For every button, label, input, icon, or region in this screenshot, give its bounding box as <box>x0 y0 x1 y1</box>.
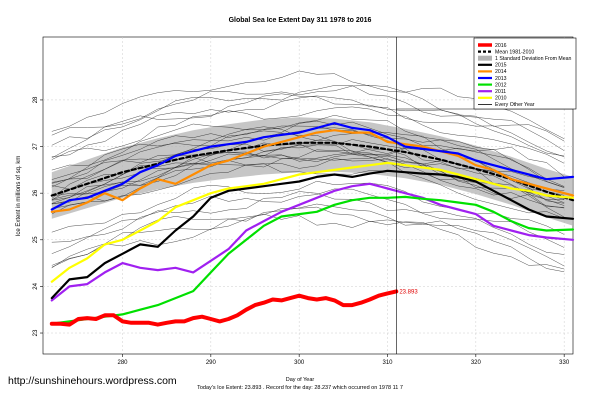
x-tick-label: 280 <box>117 360 128 366</box>
y-axis-ticks: 23 24 25 26 27 28 <box>33 96 43 336</box>
series-line-2013 <box>50 122 575 211</box>
series-lines <box>49 122 575 327</box>
y-tick-label: 28 <box>33 96 39 103</box>
x-tick-label: 330 <box>559 360 570 366</box>
legend-label: 2014 <box>495 69 507 75</box>
y-tick-label: 24 <box>33 282 39 289</box>
footer-summary: Today's Ice Extent: 23.893 . Record for … <box>197 385 403 391</box>
legend-label: 2011 <box>495 89 506 95</box>
series-line-2016 <box>49 289 399 327</box>
footer-url: http://sunshinehours.wordpress.com <box>8 375 177 387</box>
background-year-line <box>51 142 565 201</box>
chart-title: Global Sea Ice Extent Day 311 1978 to 20… <box>229 17 372 24</box>
x-tick-label: 300 <box>294 360 305 366</box>
legend-label: 2016 <box>495 43 507 49</box>
series-line-2014 <box>50 129 575 213</box>
background-year-line <box>51 191 565 255</box>
background-year-line <box>51 84 565 142</box>
background-year-line <box>51 180 565 235</box>
background-year-line <box>51 120 565 187</box>
background-year-line <box>51 106 565 164</box>
y-tick-label: 26 <box>33 189 39 196</box>
background-year-line <box>51 203 565 267</box>
y-axis-label: Ice Extent in millions of sq. km <box>16 156 22 237</box>
background-year-line <box>51 153 565 206</box>
series-line-mean-1981-2010 <box>50 141 575 202</box>
x-tick-label: 320 <box>471 360 482 366</box>
series-line-2012 <box>50 195 575 325</box>
background-year-line <box>51 144 565 208</box>
legend-label: 2013 <box>495 76 507 82</box>
x-axis-label: Day of Year <box>286 377 315 383</box>
y-tick-label: 25 <box>33 236 39 243</box>
x-tick-label: 310 <box>382 360 393 366</box>
series-line-2011 <box>50 182 575 302</box>
background-year-line <box>51 158 565 209</box>
legend-label: 2015 <box>495 63 507 69</box>
legend-label: Mean 1981-2010 <box>495 49 534 55</box>
std-dev-band-area <box>51 117 574 226</box>
y-tick-label: 27 <box>33 143 39 150</box>
legend-label: 2012 <box>495 82 507 88</box>
background-year-line <box>51 114 565 177</box>
legend-label: Every Other Year <box>495 102 535 108</box>
current-value-annotation: 23.893 <box>399 289 418 295</box>
series-line-2010 <box>50 161 575 283</box>
legend-swatch <box>478 55 492 61</box>
series-line-2015 <box>50 169 575 300</box>
x-tick-label: 290 <box>206 360 217 366</box>
legend-label: 2010 <box>495 96 507 102</box>
std-dev-band <box>51 117 574 226</box>
legend-label: 1 Standard Deviation From Mean <box>495 56 572 62</box>
background-year-line <box>51 95 565 157</box>
y-tick-label: 23 <box>33 329 39 336</box>
background-year-line <box>51 85 565 151</box>
background-year-line <box>51 213 565 270</box>
x-axis-ticks: 280 290 300 310 320 330 <box>117 354 570 366</box>
background-year-line <box>51 93 565 159</box>
